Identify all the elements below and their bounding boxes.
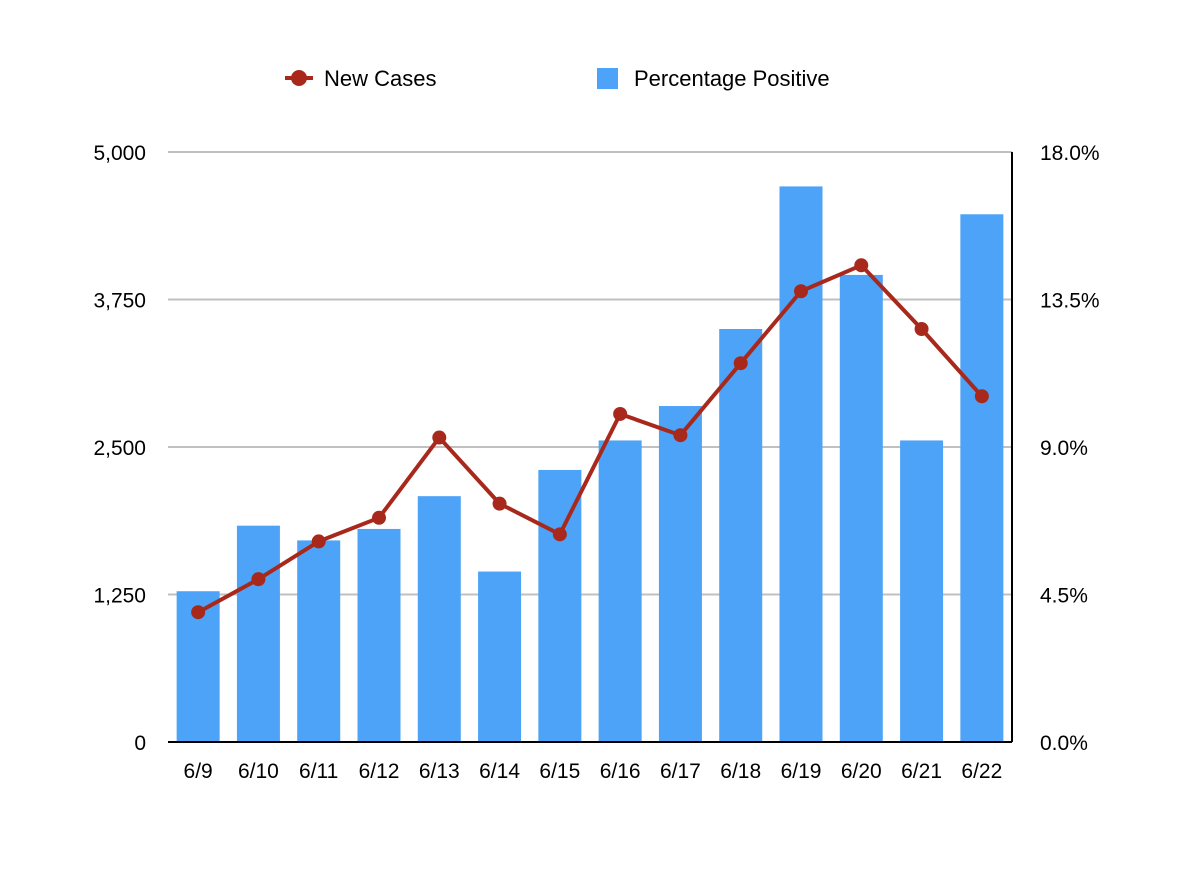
x-tick-label: 6/18 — [720, 760, 761, 783]
x-tick-label: 6/14 — [479, 760, 520, 783]
bar-percentage-positive — [839, 274, 883, 742]
bar-percentage-positive — [900, 440, 944, 742]
new-cases-point — [372, 510, 386, 525]
x-tick-label: 6/9 — [184, 760, 213, 783]
legend-item-percentage-positive: Percentage Positive — [597, 66, 830, 91]
x-tick-label: 6/17 — [660, 760, 701, 783]
gridlines — [168, 151, 1012, 596]
new-cases-point — [432, 430, 447, 445]
bar-percentage-positive — [236, 525, 280, 742]
new-cases-point — [854, 258, 869, 273]
new-cases-point — [794, 284, 808, 299]
y-tick-label: 3,750 — [93, 290, 146, 313]
x-tick-label: 6/12 — [359, 760, 400, 783]
legend-label-new-cases: New Cases — [324, 66, 436, 91]
bar-percentage-positive — [779, 186, 823, 742]
y2-tick-label: 4.5% — [1040, 585, 1088, 608]
y-tick-label: 5,000 — [93, 142, 146, 165]
bar-percentage-positive — [538, 469, 582, 742]
new-cases-point — [974, 389, 989, 404]
y-tick-label: 2,500 — [93, 437, 146, 460]
bar-percentage-positive — [598, 440, 642, 742]
new-cases-point — [311, 534, 326, 549]
x-tick-label: 6/10 — [238, 760, 279, 783]
x-tick-label: 6/15 — [539, 760, 580, 783]
new-cases-point — [492, 496, 507, 511]
new-cases-point — [673, 428, 688, 443]
new-cases-polyline — [197, 263, 984, 614]
x-tick-label: 6/16 — [600, 760, 641, 783]
bar-percentage-positive — [658, 406, 702, 742]
x-tick-label: 6/22 — [961, 760, 1002, 783]
bar-percentage-positive — [357, 528, 401, 742]
new-cases-point — [733, 356, 748, 371]
x-tick-label: 6/13 — [419, 760, 460, 783]
x-tick-label: 6/21 — [901, 760, 942, 783]
bars — [176, 186, 1004, 742]
legend-label-percentage-positive: Percentage Positive — [634, 66, 830, 91]
legend-item-new-cases: New Cases — [285, 66, 436, 91]
new-cases-point — [613, 406, 628, 421]
bar-percentage-positive — [719, 329, 763, 742]
x-tick-label: 6/11 — [299, 760, 338, 783]
new-cases-line — [191, 258, 989, 620]
new-cases-point — [191, 605, 206, 620]
axes — [168, 152, 1013, 743]
bar-percentage-positive — [297, 540, 341, 742]
bar-percentage-positive — [417, 496, 461, 742]
legend-marker-swatch — [291, 70, 307, 86]
legend-bar-swatch — [597, 68, 618, 89]
y-tick-label: 1,250 — [93, 585, 146, 608]
new-cases-point — [251, 572, 266, 587]
y2-tick-label: 0.0% — [1040, 732, 1088, 755]
legend: New Cases Percentage Positive — [285, 66, 830, 91]
y2-tick-label: 18.0% — [1040, 142, 1100, 165]
new-cases-point — [914, 322, 929, 336]
bar-percentage-positive — [960, 214, 1004, 742]
bar-percentage-positive — [478, 571, 522, 742]
x-tick-label: 6/19 — [781, 760, 822, 783]
y2-tick-label: 9.0% — [1040, 437, 1088, 460]
new-cases-point — [552, 527, 567, 542]
x-tick-label: 6/20 — [841, 760, 882, 783]
y-tick-label: 0 — [134, 732, 146, 755]
y2-tick-label: 13.5% — [1040, 290, 1100, 313]
tick-labels: 0 0.0% 1,250 4.5% 2,500 9.0% 3,750 13.5% 5,000 18… — [93, 142, 1099, 783]
